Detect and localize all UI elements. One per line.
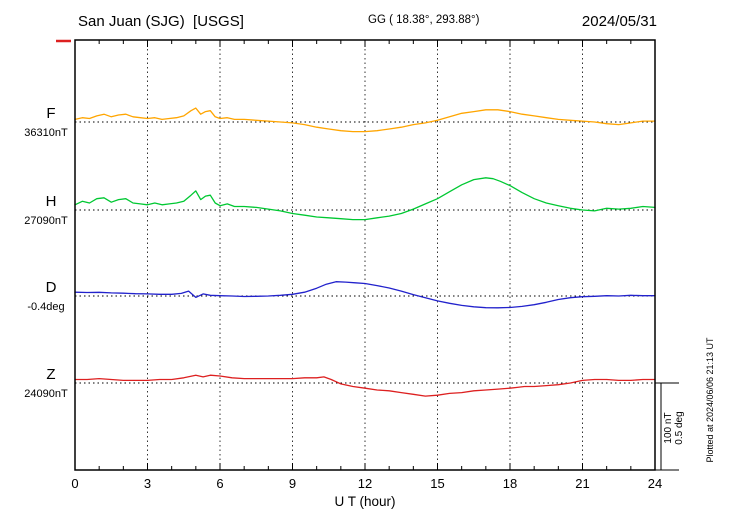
date-label: 2024/05/31 <box>582 13 657 30</box>
trace-F <box>74 107 656 133</box>
series-baseline-value-F: 36310nT <box>24 127 68 139</box>
plotted-at-label: Plotted at 2024/06/06 21:13 UT <box>705 337 715 463</box>
x-tick-label: 21 <box>575 476 589 491</box>
series-label-F: F <box>46 105 55 122</box>
plot-area: 0 3 6 9 12 15 18 21 24 F 36310nT H 27090nT D -0.4deg Z 2… <box>24 40 662 491</box>
x-tick-label: 0 <box>71 476 78 491</box>
series-baseline-value-H: 27090nT <box>24 215 68 227</box>
series-label-H: H <box>46 193 57 210</box>
x-tick-label: 15 <box>430 476 444 491</box>
x-tick-label: 18 <box>503 476 517 491</box>
x-tick-label: 24 <box>648 476 662 491</box>
plot-border <box>74 39 656 471</box>
series-label-D: D <box>46 279 57 296</box>
x-axis-label: U T (hour) <box>334 494 395 509</box>
series-label-Z: Z <box>46 366 55 383</box>
x-tick-label: 6 <box>216 476 223 491</box>
x-tick-label: 12 <box>358 476 372 491</box>
station-title: San Juan (SJG) [USGS] <box>78 13 244 30</box>
series-baseline-value-D: -0.4deg <box>27 301 64 313</box>
scale-label-nt: 100 nT <box>663 412 674 443</box>
series-baseline-value-Z: 24090nT <box>24 388 68 400</box>
geographic-coords-label: GG ( 18.38°, 293.88°) <box>368 14 480 26</box>
trace-H <box>74 177 656 221</box>
scale-label-deg: 0.5 deg <box>674 411 685 444</box>
trace-D <box>74 281 656 309</box>
x-tick-label: 9 <box>289 476 296 491</box>
trace-Z <box>74 374 656 397</box>
x-tick-label: 3 <box>144 476 151 491</box>
